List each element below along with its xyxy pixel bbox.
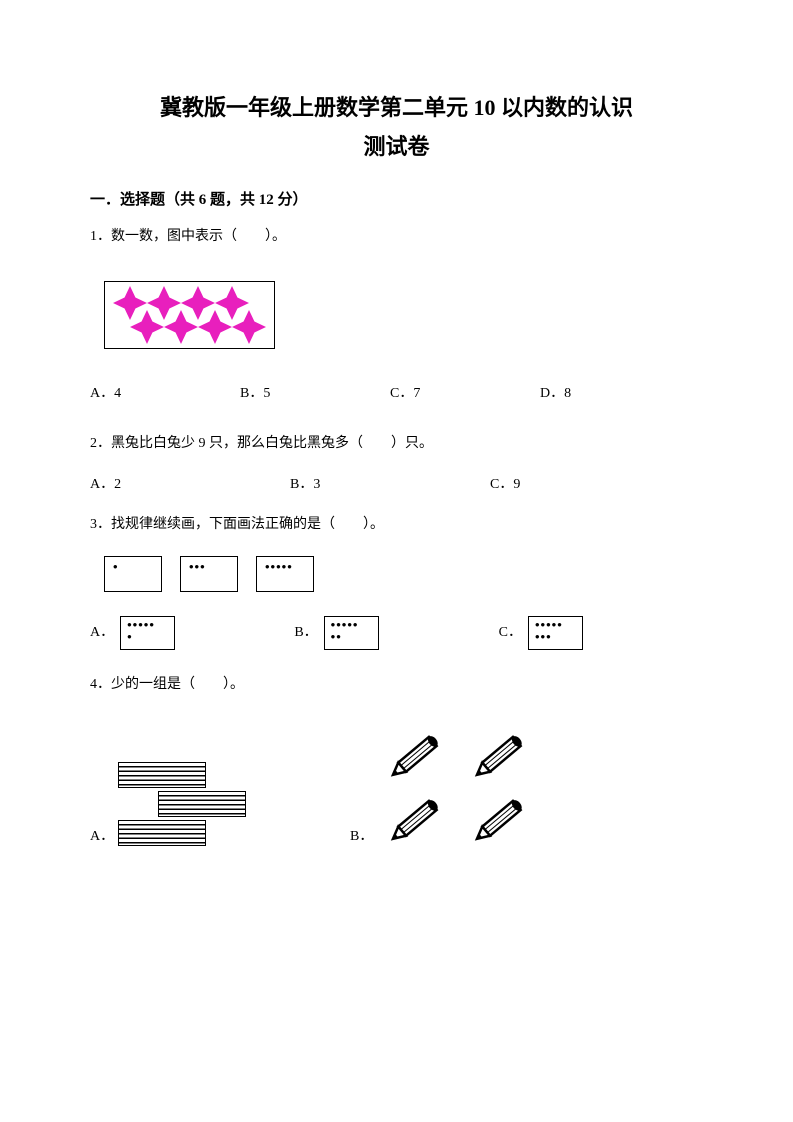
- q1-option-d: D．8: [540, 383, 690, 405]
- dot-pattern-box: •••: [180, 556, 238, 592]
- q3-option-b-box: •••••••: [324, 616, 379, 650]
- q1-option-a: A．4: [90, 383, 240, 405]
- q3-option-c-label: C．: [499, 622, 522, 644]
- page-title-line1: 冀教版一年级上册数学第二单元 10 以内数的认识: [90, 90, 703, 125]
- dots-line: •••••: [127, 619, 168, 631]
- q3-option-a-label: A．: [90, 622, 114, 644]
- q4-options: A． B．: [90, 721, 703, 849]
- dots-line: •••: [189, 561, 229, 573]
- star-icon: [198, 310, 232, 344]
- question-1-text: 1．数一数，图中表示（ ）。: [90, 226, 703, 248]
- striped-rectangles: [118, 762, 246, 849]
- star-icon: [130, 310, 164, 344]
- pencil-icon: [463, 723, 543, 783]
- pencils-group: [377, 721, 557, 849]
- stars-figure: [104, 281, 275, 349]
- pencil-icon: [379, 787, 459, 847]
- dots-line: •: [113, 561, 153, 573]
- q2-option-b: B．3: [290, 474, 490, 496]
- dots-line: •••: [535, 631, 576, 643]
- page-title-line2: 测试卷: [90, 129, 703, 164]
- q3-option-a: A． ••••••: [90, 616, 294, 650]
- section-1-header: 一．选择题（共 6 题，共 12 分）: [90, 188, 703, 212]
- striped-rectangle: [118, 762, 206, 788]
- question-3-text: 3．找规律继续画，下面画法正确的是（ ）。: [90, 514, 703, 536]
- question-4-text: 4．少的一组是（ ）。: [90, 674, 703, 696]
- q3-option-c-box: ••••••••: [528, 616, 583, 650]
- q4-option-a-label: A．: [90, 826, 114, 848]
- pencil-icon: [463, 787, 543, 847]
- q3-option-b: B． •••••••: [294, 616, 498, 650]
- q2-option-a: A．2: [90, 474, 290, 496]
- dots-line: •••••: [265, 561, 305, 573]
- dot-pattern-box: •••••: [256, 556, 314, 592]
- star-icon: [164, 310, 198, 344]
- star-icon: [232, 310, 266, 344]
- dots-line: •: [127, 631, 168, 643]
- q3-option-b-label: B．: [294, 622, 317, 644]
- q4-option-a: A．: [90, 762, 350, 849]
- q1-option-b: B．5: [240, 383, 390, 405]
- q4-option-b-label: B．: [350, 826, 373, 848]
- dot-pattern-box: •: [104, 556, 162, 592]
- q3-option-a-box: ••••••: [120, 616, 175, 650]
- q3-options: A． •••••• B． ••••••• C． ••••••••: [90, 616, 703, 650]
- stars-row-bottom: [130, 310, 266, 344]
- striped-rectangle: [158, 791, 246, 817]
- q2-option-c: C．9: [490, 474, 690, 496]
- q3-pattern-sequence: •••••••••: [104, 556, 703, 592]
- question-2-text: 2．黑兔比白兔少 9 只，那么白兔比黑兔多（ ）只。: [90, 433, 703, 455]
- dots-line: ••: [331, 631, 372, 643]
- q4-option-b: B．: [350, 721, 610, 849]
- pencil-icon: [379, 723, 459, 783]
- q1-options: A．4 B．5 C．7 D．8: [90, 383, 703, 405]
- q1-option-c: C．7: [390, 383, 540, 405]
- q2-options: A．2 B．3 C．9: [90, 474, 703, 496]
- striped-rectangle: [118, 820, 206, 846]
- q3-option-c: C． ••••••••: [499, 616, 703, 650]
